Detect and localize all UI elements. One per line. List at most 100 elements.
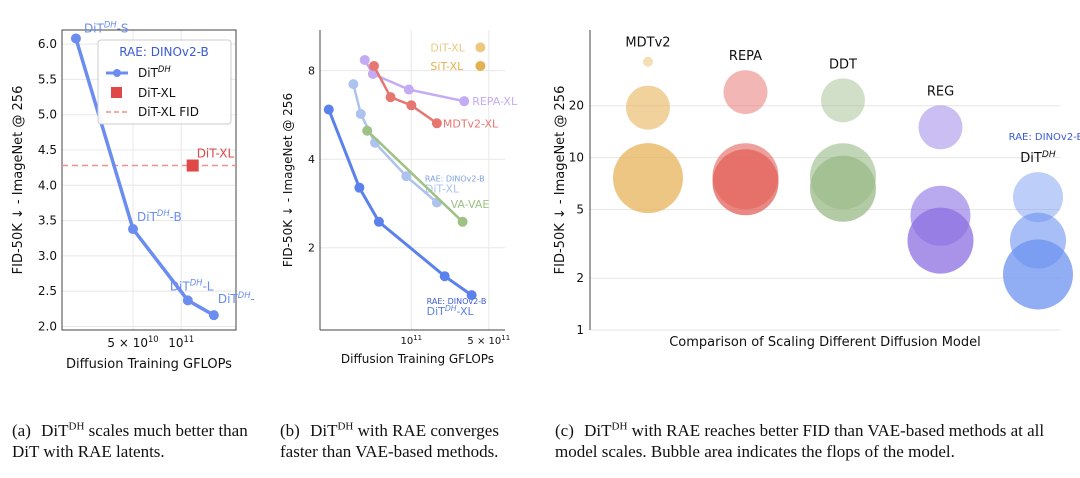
data-point bbox=[431, 118, 442, 129]
data-point bbox=[401, 171, 412, 182]
group-label: REG bbox=[927, 84, 954, 99]
caption-c: (c) DiTDH with RAE reaches better FID th… bbox=[555, 416, 1070, 462]
data-point bbox=[457, 216, 468, 227]
bubble bbox=[626, 85, 670, 130]
x-tick-label: 1011 bbox=[400, 334, 422, 347]
y-tick-label: 2 bbox=[308, 242, 315, 255]
point-label: DiTDH-XL bbox=[218, 290, 255, 306]
point-label: DiT-XL bbox=[430, 41, 465, 54]
bubble bbox=[643, 56, 653, 67]
group-label: DiTDH bbox=[1020, 150, 1056, 166]
data-point bbox=[367, 68, 378, 79]
bubble bbox=[1010, 212, 1066, 269]
point-label: DiTDH-B bbox=[137, 208, 182, 224]
data-point bbox=[354, 182, 365, 193]
data-point bbox=[208, 310, 219, 321]
chart-a: 2.0 2.5 3.0 3.5 4.0 4.5 5.0 5.5 6.0 5 × 1010 1011 D… bbox=[11, 19, 255, 372]
group-sublabel: RAE: DINOv2-B bbox=[1009, 132, 1080, 143]
legend-entry: DiTDH bbox=[138, 64, 171, 80]
data-point bbox=[368, 60, 379, 71]
bubble bbox=[1013, 172, 1063, 223]
data-point bbox=[475, 60, 486, 71]
point-label: DiTDH-S bbox=[84, 19, 129, 35]
data-point bbox=[439, 271, 450, 282]
point-label: DiT-XL bbox=[197, 147, 235, 161]
bubble bbox=[910, 185, 971, 246]
x-tick-label: 5 × 1010 bbox=[107, 334, 158, 350]
x-axis-label: Diffusion Training GFLOPs bbox=[341, 352, 494, 366]
data-point bbox=[182, 295, 193, 306]
x-tick-label: 1011 bbox=[168, 334, 194, 350]
data-point bbox=[459, 96, 470, 107]
y-axis-label: FID-50K ↓ - ImageNet @ 256 bbox=[553, 86, 568, 275]
y-tick-label: 5.5 bbox=[38, 72, 57, 86]
bubble bbox=[918, 105, 963, 150]
legend-swatch bbox=[111, 87, 122, 98]
series-sublabel: RAE: DINOv2-B bbox=[425, 174, 485, 183]
y-tick-label: 3.5 bbox=[38, 214, 57, 228]
point-label: REPA-XL bbox=[472, 95, 518, 108]
caption-c-text: DiTDH with RAE reaches better FID than V… bbox=[555, 420, 1045, 461]
caption-a-text: DiTDH scales much better than DiT with R… bbox=[12, 420, 248, 461]
bubble bbox=[613, 143, 683, 214]
series-line bbox=[372, 65, 438, 125]
legend-entry: DiT-XL bbox=[138, 86, 176, 100]
caption-a: (a) DiTDH scales much better than DiT wi… bbox=[12, 416, 267, 462]
point-label: DiTDH-XL bbox=[427, 304, 475, 319]
legend-entry: DiT-XL FID bbox=[138, 105, 199, 119]
group-label: MDTv2 bbox=[625, 36, 670, 51]
data-point bbox=[355, 108, 366, 119]
bubble bbox=[821, 78, 865, 123]
group-label: DDT bbox=[829, 57, 857, 72]
caption-b-text: DiTDH with RAE converges faster than VAE… bbox=[280, 420, 499, 461]
data-point bbox=[406, 100, 417, 111]
chart-c: 1 2 5 10 20 MDTv2 REPA DDT REG RAE: DINOv2-B DiTDH… bbox=[553, 30, 1080, 350]
point-label: DiT-XL bbox=[425, 182, 460, 195]
point-label: VA-VAE bbox=[451, 198, 490, 211]
x-axis-label: Diffusion Training GFLOPs bbox=[66, 357, 232, 372]
data-point bbox=[373, 216, 384, 227]
point-label: SiT-XL bbox=[430, 60, 464, 73]
data-point bbox=[348, 79, 359, 90]
bubble bbox=[810, 155, 876, 222]
y-tick-label: 2.0 bbox=[38, 319, 57, 333]
caption-a-label: (a) bbox=[12, 420, 31, 440]
data-point bbox=[323, 104, 334, 115]
series-line bbox=[366, 129, 464, 223]
y-tick-label: 10 bbox=[569, 151, 584, 165]
y-tick-label: 20 bbox=[569, 99, 584, 113]
caption-b: (b) DiTDH with RAE converges faster than… bbox=[280, 416, 540, 462]
caption-c-label: (c) bbox=[555, 420, 574, 440]
data-point bbox=[362, 125, 373, 136]
y-axis-label: FID-50K ↓ - ImageNet @ 256 bbox=[11, 86, 26, 275]
data-point bbox=[403, 84, 414, 95]
data-point bbox=[128, 224, 139, 235]
y-tick-label: 5.0 bbox=[38, 108, 57, 122]
y-tick-label: 4.0 bbox=[38, 178, 57, 192]
legend-box bbox=[97, 39, 232, 125]
y-tick-label: 8 bbox=[308, 65, 315, 78]
y-tick-label: 1 bbox=[576, 323, 584, 337]
dit-xl-marker bbox=[186, 159, 199, 172]
x-tick-label: 5 × 1011 bbox=[467, 334, 510, 347]
data-point bbox=[385, 92, 396, 103]
bubble bbox=[712, 149, 779, 216]
y-tick-label: 2 bbox=[576, 271, 584, 285]
y-tick-label: 3.0 bbox=[38, 249, 57, 263]
point-label: DiTDH-L bbox=[170, 277, 214, 293]
y-tick-label: 6.0 bbox=[38, 37, 57, 51]
data-point bbox=[70, 33, 81, 44]
chart-b: 2 4 8 1011 5 × 1011 DiT-XL SiT-XL REPA-XL MDTv2-… bbox=[281, 30, 518, 366]
legend-title: RAE: DINOv2-B bbox=[119, 45, 209, 59]
legend-swatch-marker bbox=[113, 69, 121, 77]
bubble bbox=[723, 70, 768, 115]
caption-b-label: (b) bbox=[280, 420, 300, 440]
y-axis-label: FID-50K ↓ - ImageNet @ 256 bbox=[281, 93, 295, 267]
series-line bbox=[74, 37, 215, 317]
series-sublabel: RAE: DINOv2-B bbox=[427, 297, 487, 306]
y-tick-label: 2.5 bbox=[38, 284, 57, 298]
group-label: REPA bbox=[729, 49, 762, 64]
y-tick-label: 4.5 bbox=[38, 143, 57, 157]
plot-frame bbox=[61, 29, 237, 331]
x-axis-label: Comparison of Scaling Different Diffusio… bbox=[669, 335, 981, 350]
